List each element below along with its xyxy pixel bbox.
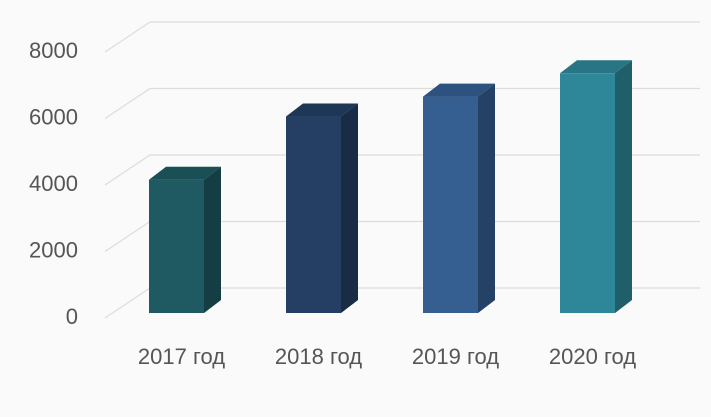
bar [560,73,615,313]
bar-top [423,83,495,97]
y-tick-label: 8000 [29,38,78,63]
grid-line [104,21,700,53]
bar-top-shade [423,83,495,97]
y-tick-label: 2000 [29,237,78,262]
x-tick-label: 2017 год [138,344,225,369]
bar-top [149,166,221,180]
bar-top-shade [286,103,358,117]
bar [286,116,341,314]
bar-side-shade [204,166,221,313]
bar-top [286,103,358,117]
y-tick-label: 4000 [29,171,78,196]
bar-side-shade [478,83,495,313]
x-tick-label: 2020 год [549,344,636,369]
bar-side-shade [615,60,632,313]
x-tick-label: 2018 год [275,344,362,369]
grid-line [104,87,700,119]
bar-side [341,103,358,314]
bar-side [478,83,495,313]
x-tick-label: 2019 год [412,344,499,369]
grid-line [104,154,700,186]
bar-side-shade [341,103,358,314]
bar-side [615,60,632,313]
bar-side [204,166,221,313]
bar [423,96,478,313]
bar-top-shade [149,166,221,180]
bar-top-shade [560,60,632,74]
bar-top [560,60,632,74]
y-tick-label: 0 [66,304,78,329]
bar [149,179,204,313]
y-tick-label: 6000 [29,104,78,129]
